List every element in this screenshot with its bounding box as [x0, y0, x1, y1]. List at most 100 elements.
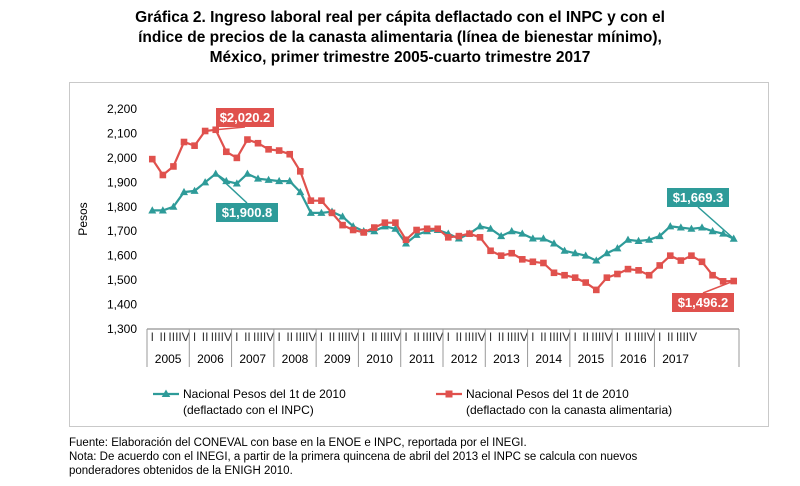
data-point-canasta	[265, 146, 272, 153]
year-label: 2012	[451, 352, 478, 366]
data-point-canasta	[159, 171, 167, 179]
year-label: 2014	[535, 352, 562, 366]
y-tick-label: 2,000	[107, 151, 137, 165]
x-tick-label: IV	[432, 330, 443, 344]
data-point-canasta	[254, 139, 262, 147]
data-point-canasta	[466, 230, 473, 237]
data-point-canasta	[603, 274, 611, 281]
x-tick-label: IV	[559, 330, 570, 344]
x-tick-label: II	[160, 330, 167, 344]
x-tick-label: IV	[221, 330, 232, 344]
x-tick-label: III	[295, 330, 305, 344]
data-point-canasta	[170, 163, 177, 170]
data-point-canasta	[571, 274, 579, 281]
data-point-inpc	[285, 176, 294, 185]
y-tick-label: 1,600	[107, 249, 137, 263]
data-point-canasta	[487, 247, 494, 255]
legend-label-line-2: (deflactado con la canasta alimentaria)	[466, 403, 672, 417]
data-point-canasta	[455, 232, 463, 240]
data-point-inpc	[497, 231, 506, 240]
data-point-canasta	[550, 269, 558, 277]
annotation-box	[216, 203, 278, 222]
data-point-canasta	[645, 271, 653, 279]
data-point-canasta	[444, 234, 452, 241]
year-label: 2009	[324, 352, 351, 366]
annotation-leader	[702, 280, 734, 294]
footnote: Fuente: Elaboración del CONEVAL con base…	[69, 436, 637, 478]
x-tick-label: I	[193, 330, 196, 344]
annotation-label: $1,900.8	[222, 205, 273, 220]
year-label: 2007	[239, 352, 266, 366]
data-point-canasta	[307, 197, 315, 204]
data-point-inpc	[518, 229, 527, 237]
y-tick-label: 1,900	[107, 175, 137, 189]
data-point-canasta	[561, 271, 568, 279]
data-point-inpc	[613, 244, 622, 252]
data-point-inpc	[169, 202, 178, 210]
data-point-canasta	[540, 259, 547, 267]
y-tick-label: 1,800	[107, 200, 137, 214]
x-tick-label: IV	[686, 330, 697, 344]
chart-title: Gráfica 2. Ingreso laboral real per cápi…	[0, 8, 800, 68]
x-tick-label: III	[676, 330, 686, 344]
x-tick-label: III	[168, 330, 178, 344]
x-tick-label: II	[498, 330, 505, 344]
x-tick-label: I	[489, 330, 492, 344]
x-tick-label: IV	[305, 330, 316, 344]
annotation-box	[216, 108, 274, 127]
data-point-inpc	[581, 251, 590, 259]
data-point-canasta	[370, 224, 378, 231]
data-point-canasta	[666, 252, 674, 259]
x-tick-label: I	[362, 330, 365, 344]
data-point-canasta	[635, 267, 642, 274]
x-tick-label: III	[464, 330, 474, 344]
x-tick-label: I	[277, 330, 280, 344]
data-point-inpc	[645, 235, 654, 243]
y-tick-label: 1,500	[107, 273, 137, 287]
data-point-inpc	[476, 222, 484, 230]
annotation-box	[667, 188, 729, 207]
annotation-label: $1,669.3	[673, 190, 724, 205]
data-point-canasta	[518, 256, 526, 263]
data-point-inpc	[486, 224, 495, 232]
x-tick-label: IV	[390, 330, 401, 344]
footnote-note-line-1: Nota: De acuerdo con el INEGI, a partir …	[69, 451, 638, 463]
data-point-canasta	[392, 219, 399, 226]
data-point-canasta	[698, 258, 706, 266]
x-tick-label: III	[591, 330, 601, 344]
data-point-inpc	[338, 212, 347, 220]
data-point-canasta	[413, 226, 420, 234]
x-tick-label: III	[549, 330, 559, 344]
legend-label-line-1: Nacional Pesos del 1t de 2010	[466, 387, 629, 401]
legend-label-line-1: Nacional Pesos del 1t de 2010	[183, 387, 346, 401]
legend-marker-triangle	[161, 389, 171, 397]
data-point-canasta	[508, 249, 516, 257]
x-tick-label: I	[573, 330, 576, 344]
data-point-inpc	[296, 187, 305, 196]
x-tick-label: II	[413, 330, 420, 344]
data-point-inpc	[306, 208, 315, 216]
x-tick-label: III	[634, 330, 644, 344]
data-point-inpc	[201, 178, 210, 186]
year-label: 2017	[662, 352, 689, 366]
data-point-canasta	[719, 278, 727, 285]
data-point-inpc	[264, 175, 273, 183]
data-point-inpc	[602, 249, 611, 257]
x-tick-label: IV	[178, 330, 189, 344]
data-point-inpc	[624, 235, 632, 243]
data-point-canasta	[709, 271, 716, 279]
year-label: 2015	[578, 352, 605, 366]
y-tick-label: 2,100	[107, 126, 137, 140]
x-tick-label: II	[202, 330, 209, 344]
data-point-canasta	[402, 236, 410, 244]
year-label: 2010	[366, 352, 393, 366]
year-label: 2016	[620, 352, 647, 366]
x-tick-label: I	[235, 330, 238, 344]
chart-title-line-2: índice de precios de la canasta alimenta…	[138, 29, 662, 46]
data-point-inpc	[507, 227, 516, 235]
x-tick-label: I	[447, 330, 450, 344]
line-chart: 1,300 1,400 1,500 1,600 1,700 1,800 1,900 2,000…	[76, 102, 740, 417]
data-point-canasta	[677, 257, 685, 264]
data-point-canasta	[614, 270, 621, 278]
data-point-inpc	[571, 249, 580, 257]
